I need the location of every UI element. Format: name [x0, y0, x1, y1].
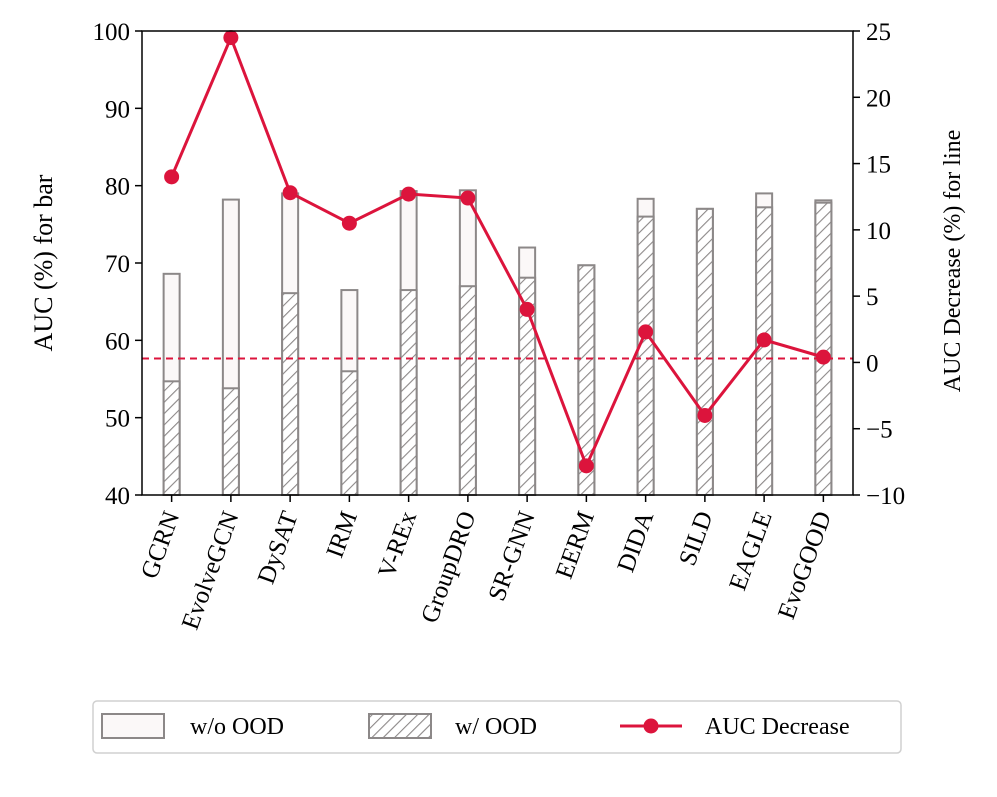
- left-tick-label: 90: [105, 96, 130, 123]
- right-tick-label: 5: [866, 284, 879, 311]
- right-tick-label: 20: [866, 85, 891, 112]
- right-tick-label: −10: [866, 483, 905, 510]
- auc-decrease-point-v-rex: [401, 186, 417, 202]
- auc-decrease-point-groupdro: [460, 190, 476, 206]
- auc-decrease-point-dida: [638, 324, 654, 340]
- bar-w-ood-irm: [340, 370, 359, 496]
- legend-label-wo-ood: w/o OOD: [190, 714, 284, 740]
- x-tick-label-evolvegcn: EvolveGCN: [177, 508, 245, 633]
- left-axis-title: AUC (%) for bar: [29, 174, 58, 351]
- bar-w-ood-eagle: [755, 206, 774, 496]
- auc-decrease-point-evolvegcn: [223, 30, 239, 46]
- plot-frame: [141, 30, 854, 496]
- right-tick-label: 15: [866, 152, 891, 179]
- right-tick-label: 25: [866, 19, 891, 46]
- auc-decrease-point-sr-gnn: [519, 301, 535, 317]
- x-tick-label-eerm: EERM: [551, 508, 600, 582]
- bar-w-ood-dida: [636, 215, 655, 496]
- left-tick-label: 100: [93, 19, 131, 46]
- legend-patch-wo-ood: [101, 713, 165, 739]
- bars-layer: [162, 189, 833, 497]
- auc-decrease-point-irm: [341, 215, 357, 231]
- right-tick-label: 10: [866, 218, 891, 245]
- auc-decrease-line: [170, 33, 824, 470]
- bar-w-ood-evogood: [814, 201, 833, 496]
- legend-patch-w-ood: [368, 713, 432, 739]
- right-tick-label: 0: [866, 350, 879, 377]
- x-tick-label-evogood: EvoGOOD: [773, 508, 837, 623]
- x-tick-label-gcrn: GCRN: [136, 508, 185, 583]
- right-tick-label: −5: [866, 417, 893, 444]
- auc-decrease-point-gcrn: [164, 169, 180, 185]
- auc-decrease-point-sild: [697, 407, 713, 423]
- legend-box: [92, 700, 902, 754]
- x-tick-label-groupdro: GroupDRO: [416, 508, 481, 627]
- legend-label-auc-decrease: AUC Decrease: [705, 714, 850, 740]
- auc-decrease-point-dysat: [282, 185, 298, 201]
- left-tick-label: 60: [105, 328, 130, 355]
- left-tick-label: 70: [105, 251, 130, 278]
- bar-w-ood-v-rex: [399, 289, 418, 497]
- auc-decrease-point-eerm: [578, 458, 594, 474]
- bar-w-ood-evolvegcn: [221, 387, 240, 496]
- legend-marker-auc-decrease: [643, 718, 659, 734]
- x-tick-label-dysat: DySAT: [253, 508, 304, 588]
- right-axis: −10 −5 0 5 10 15 20 25: [853, 19, 905, 510]
- legend: w/o OOD w/ OOD AUC Decrease: [92, 700, 902, 754]
- x-tick-label-eagle: EAGLE: [724, 508, 777, 594]
- left-tick-label: 40: [105, 483, 130, 510]
- bar-w-ood-sild: [695, 207, 714, 496]
- bar-w-ood-gcrn: [162, 380, 181, 497]
- x-tick-label-irm: IRM: [321, 508, 363, 562]
- line-layer: [164, 30, 831, 474]
- auc-decrease-point-eagle: [756, 332, 772, 348]
- x-tick-label-dida: DIDA: [613, 508, 660, 576]
- left-tick-label: 80: [105, 174, 130, 201]
- x-tick-label-v-rex: V-REx: [373, 507, 422, 581]
- left-axis: 40 50 60 70 80 90 100: [93, 19, 142, 510]
- left-tick-label: 50: [105, 406, 130, 433]
- x-tick-label-sild: SILD: [674, 508, 718, 569]
- auc-decrease-point-evogood: [815, 349, 831, 365]
- bar-w-ood-dysat: [281, 292, 300, 496]
- right-axis-title: AUC Decrease (%) for line: [940, 130, 966, 393]
- bar-w-ood-groupdro: [458, 285, 477, 497]
- legend-label-w-ood: w/ OOD: [455, 714, 537, 740]
- x-tick-label-sr-gnn: SR-GNN: [484, 508, 541, 605]
